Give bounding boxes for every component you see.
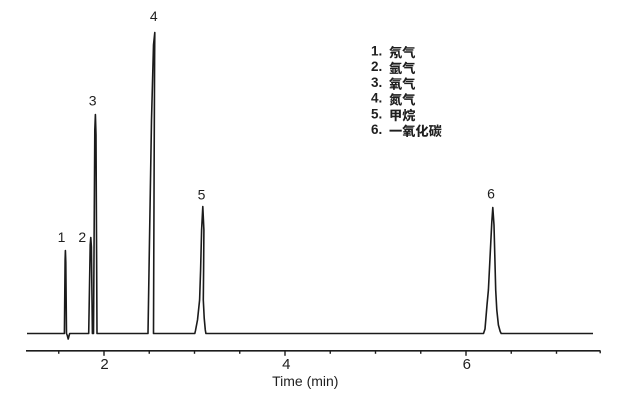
svg-text:4: 4 bbox=[282, 356, 290, 373]
svg-text:6: 6 bbox=[463, 356, 471, 373]
svg-text:5: 5 bbox=[198, 187, 206, 203]
svg-text:2: 2 bbox=[100, 356, 108, 373]
svg-text:Time (min): Time (min) bbox=[272, 373, 338, 389]
svg-text:1: 1 bbox=[58, 229, 66, 245]
svg-text:6.: 6. bbox=[371, 122, 382, 137]
svg-text:3.: 3. bbox=[371, 75, 382, 90]
svg-text:4.: 4. bbox=[371, 91, 382, 106]
svg-text:4: 4 bbox=[150, 8, 158, 24]
svg-text:5.: 5. bbox=[371, 106, 382, 121]
svg-text:3: 3 bbox=[89, 93, 97, 109]
svg-text:1.: 1. bbox=[371, 43, 382, 58]
svg-text:2: 2 bbox=[78, 229, 86, 245]
svg-text:2.: 2. bbox=[371, 59, 382, 74]
svg-text:6: 6 bbox=[487, 186, 495, 202]
